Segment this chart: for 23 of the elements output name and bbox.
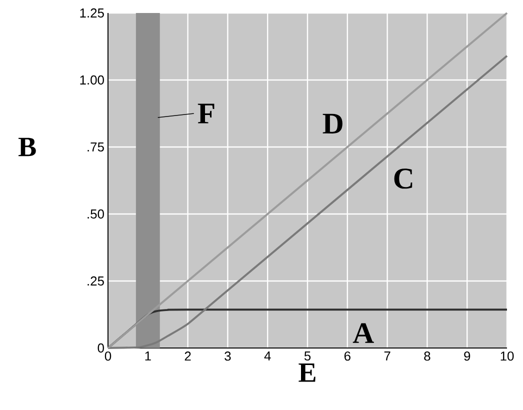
x-tick-label: 4 (264, 352, 271, 360)
x-tick-label: 9 (464, 352, 470, 361)
y-axis-title: B (18, 138, 36, 156)
y-tick-label: .25 (88, 276, 104, 286)
series-label: D (322, 114, 342, 134)
series-label: A (352, 323, 374, 343)
x-axis-title: E (298, 364, 316, 382)
x-tick-label: 8 (424, 352, 430, 361)
series-label: C (394, 168, 412, 189)
y-tick-label: 0 (98, 343, 104, 353)
x-tick-label: 7 (384, 352, 390, 360)
x-tick-label: 5 (304, 352, 311, 361)
x-tick-label: 1 (145, 352, 151, 360)
y-tick-label: .75 (88, 142, 104, 152)
y-tick-label: 1.00 (80, 75, 104, 85)
y-tick-label: .50 (88, 209, 104, 219)
x-tick-label: 10 (500, 352, 514, 361)
x-tick-label: 6 (344, 352, 350, 361)
x-tick-label: 2 (184, 352, 191, 361)
band-label: F (198, 104, 214, 124)
y-tick-label: 1.25 (80, 8, 104, 18)
x-tick-label: 3 (224, 352, 231, 361)
x-tick-label: 0 (104, 352, 112, 361)
